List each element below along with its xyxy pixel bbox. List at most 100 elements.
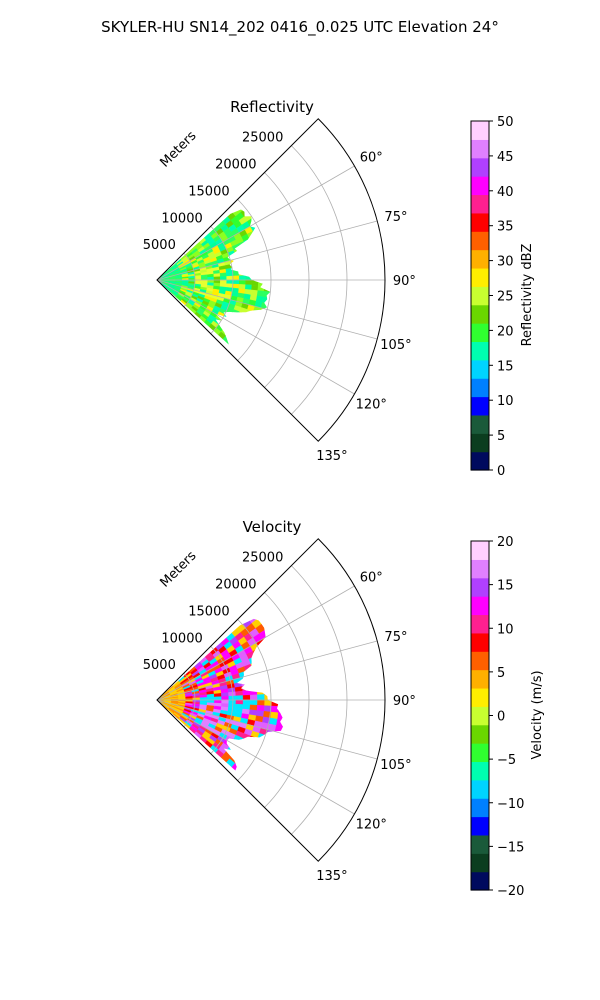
azimuth-tick-label: 105° [380, 338, 411, 353]
colorbar-tick-label: −20 [497, 884, 524, 899]
colorbar-segment [471, 267, 489, 287]
echo-cell [278, 706, 283, 714]
echo-cell [257, 694, 265, 701]
range-tick-label: 25000 [242, 131, 283, 146]
azimuth-tick-label: 75° [384, 210, 407, 225]
echo-cell [237, 348, 246, 357]
reflectivity-colorbar: 0 5 10 15 20 25 30 35 40 45 50 [470, 115, 514, 479]
colorbar-segment [471, 176, 489, 196]
echo-cell [263, 735, 274, 744]
velocity-grid [156, 538, 386, 862]
sector-frame [156, 538, 386, 862]
echo-cell [242, 699, 251, 706]
echo-cell [207, 276, 215, 281]
echo-cell [220, 276, 227, 281]
colorbar-tick-label: 15 [497, 359, 514, 374]
echo-cell [270, 705, 280, 713]
echo-cell [270, 653, 281, 663]
echo-cell [245, 243, 254, 251]
colorbar-segment [471, 651, 489, 671]
azimuth-spoke [156, 220, 378, 281]
echo-cell [238, 754, 248, 764]
echo-cell [278, 693, 283, 701]
echo-cell [243, 260, 252, 267]
echo-cell [251, 284, 259, 291]
echo-cell [265, 641, 276, 651]
echo-cell [265, 749, 276, 759]
echo-cell [237, 261, 245, 268]
colorbar-segment [471, 286, 489, 306]
echo-cell [261, 740, 272, 750]
echo-cell [213, 693, 222, 698]
azimuth-tick-label: 75° [384, 630, 407, 645]
echo-cell [257, 274, 265, 281]
velocity-title: Velocity [243, 518, 302, 536]
colorbar-segment [471, 706, 489, 726]
echo-cell [237, 311, 246, 319]
echo-cell [223, 324, 232, 333]
figure-suptitle: SKYLER-HU SN14_202 0416_0.025 UTC Elevat… [101, 18, 499, 37]
echo-cell [249, 689, 258, 696]
colorbar-segment [471, 139, 489, 159]
echo-cell [221, 696, 229, 701]
echo-cell [256, 705, 265, 712]
colorbar-tick-label: 0 [497, 464, 505, 479]
colorbar-segment [471, 798, 489, 818]
echo-cell [213, 279, 221, 284]
echo-cell [219, 272, 227, 277]
echo-cell [248, 777, 258, 787]
colorbar-segment [471, 323, 489, 343]
echo-cell [241, 680, 250, 687]
range-tick-label: 15000 [188, 184, 229, 199]
echo-cell [263, 285, 271, 293]
echo-cell [262, 755, 273, 765]
range-tick-label: 25000 [242, 551, 283, 566]
echo-cell [261, 650, 272, 660]
echo-cell [276, 672, 283, 682]
colorbar-tick-label: 20 [497, 324, 514, 339]
colorbar-segment [471, 414, 489, 434]
echo-cell [226, 275, 234, 281]
velocity-range-tick-labels: 5000 10000 15000 20000 25000 [143, 551, 284, 673]
echo-cell [259, 760, 270, 771]
echo-cell [248, 735, 258, 745]
echo-cell [235, 315, 245, 324]
colorbar-tick-label: 20 [497, 535, 514, 550]
colorbar-segment [471, 834, 489, 854]
range-tick-label: 10000 [161, 631, 202, 646]
echo-cell [271, 693, 280, 701]
echo-cell [232, 343, 241, 345]
echo-cell [244, 264, 252, 271]
echo-cell [238, 334, 248, 344]
echo-cell [228, 328, 237, 337]
colorbar-segment [471, 231, 489, 251]
colorbar-segment [471, 614, 489, 634]
velocity-colorbar: −20 −15 −10 −5 0 5 10 15 20 [470, 535, 524, 899]
colorbar-segment [471, 304, 489, 324]
echo-cell [235, 339, 245, 345]
colorbar-tick-label: 50 [497, 115, 514, 130]
azimuth-tick-label: 120° [356, 398, 387, 413]
range-tick-label: 20000 [215, 158, 256, 173]
colorbar-segment [471, 761, 489, 781]
echo-cell [277, 679, 283, 688]
echo-cell [228, 691, 237, 697]
echo-cell [238, 270, 246, 276]
echo-cell [231, 266, 240, 273]
echo-cell [230, 335, 240, 345]
echo-cell [264, 279, 271, 287]
echo-cell [255, 677, 264, 685]
reflectivity-range-tick-labels: 5000 10000 15000 20000 25000 [143, 131, 284, 253]
colorbar-segment [471, 577, 489, 597]
echo-cell [232, 275, 240, 281]
echo-cell [249, 235, 258, 244]
colorbar-segment [471, 853, 489, 873]
echo-cell [235, 690, 244, 697]
echo-cell [235, 695, 244, 701]
echo-cell [251, 274, 259, 281]
colorbar-tick-label: 25 [497, 290, 514, 305]
echo-cell [232, 750, 242, 760]
echo-cell [249, 316, 258, 325]
range-tick-label: 15000 [188, 604, 229, 619]
